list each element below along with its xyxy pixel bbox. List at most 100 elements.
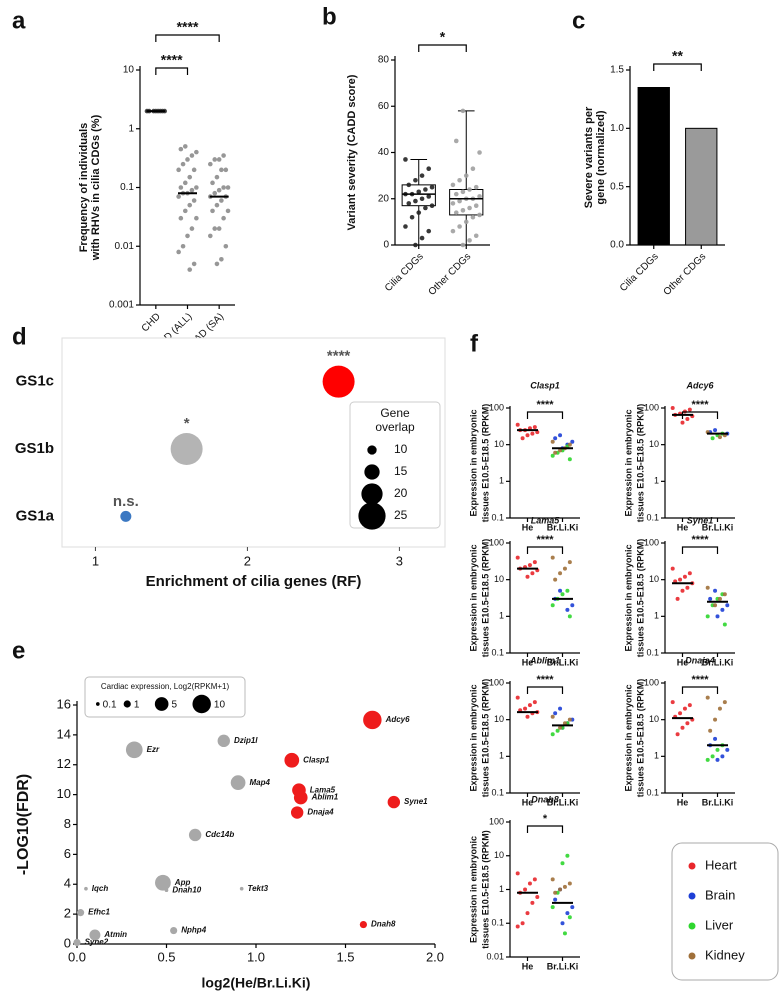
y-tick-label: 0.1 <box>120 182 134 193</box>
legend-title: overlap <box>375 420 415 434</box>
significance-label: * <box>184 415 190 432</box>
data-point <box>182 144 188 149</box>
y-tick-label: 20 <box>378 193 390 204</box>
y-tick-label: 1 <box>654 751 659 761</box>
data-point <box>515 422 520 427</box>
data-point <box>722 700 727 705</box>
data-point <box>532 425 537 430</box>
legend-label: 25 <box>394 508 408 522</box>
data-point <box>426 166 432 171</box>
data-point <box>470 166 476 171</box>
point-label: Dnah10 <box>172 885 201 894</box>
data-point <box>363 710 382 730</box>
data-point <box>473 233 479 239</box>
data-point <box>219 256 224 262</box>
legend-label: 5 <box>171 700 177 711</box>
data-point <box>550 453 555 458</box>
data-point <box>717 706 722 711</box>
y-tick-label: 100 <box>644 537 659 547</box>
data-point <box>216 157 222 162</box>
y-tick-label: 1 <box>499 476 504 486</box>
data-point <box>565 853 570 858</box>
data-point <box>210 208 215 214</box>
data-point <box>523 887 528 892</box>
data-point <box>680 725 685 730</box>
y-tick-label: 1 <box>654 476 659 486</box>
y-tick-label: GS1a <box>16 507 55 524</box>
y-tick-label: 10 <box>649 714 659 724</box>
x-tick-label: He <box>677 797 689 807</box>
legend-label: 20 <box>394 486 408 500</box>
data-point <box>403 157 408 162</box>
y-tick-label: 100 <box>489 677 504 687</box>
y-tick-label: 100 <box>489 402 504 412</box>
y-tick-label: 1 <box>499 884 504 894</box>
data-point <box>210 180 215 186</box>
data-point <box>460 242 466 248</box>
y-tick-label: 6 <box>64 846 71 861</box>
panel-title: Ablim1 <box>529 655 560 665</box>
data-point <box>525 574 530 579</box>
data-point <box>406 182 412 188</box>
data-point <box>530 431 535 436</box>
y-tick-label: 0.1 <box>491 918 504 928</box>
significance-bracket <box>155 34 220 42</box>
data-point <box>558 725 563 730</box>
legend-label: Brain <box>705 887 735 902</box>
data-point <box>180 161 186 167</box>
data-point <box>555 728 560 733</box>
y-tick-label: 10 <box>57 786 71 801</box>
data-point <box>453 210 459 215</box>
data-point <box>532 560 537 565</box>
data-point <box>687 571 692 576</box>
significance-bracket <box>155 67 189 75</box>
data-point <box>670 406 675 410</box>
legend-label: 10 <box>214 700 226 711</box>
y-tick-label: 10 <box>494 850 504 860</box>
x-tick-label: He <box>677 522 689 532</box>
data-point <box>429 184 435 190</box>
bubble <box>322 365 355 398</box>
data-point <box>185 233 190 239</box>
data-point <box>715 614 720 619</box>
panel-title: Adcy6 <box>685 380 714 390</box>
data-point <box>715 757 720 762</box>
y-tick-label: 1.0 <box>610 123 624 134</box>
point-label: Adcy6 <box>385 715 411 724</box>
data-point <box>189 226 195 231</box>
point-label: Dzip1l <box>234 736 258 745</box>
x-tick-label: Br.Li.Ki <box>547 797 579 807</box>
significance-bracket <box>526 686 564 694</box>
data-point <box>187 202 193 208</box>
x-tick-label: 0.0 <box>68 949 86 964</box>
legend-bubble <box>361 483 383 505</box>
y-axis-label: Expression in embryonic <box>623 544 633 651</box>
data-point <box>457 198 462 204</box>
data-point <box>470 214 476 220</box>
y-tick-label: 10 <box>494 714 504 724</box>
data-point <box>550 714 555 719</box>
data-point <box>715 747 720 752</box>
significance-bracket <box>526 825 564 833</box>
data-point <box>515 555 520 560</box>
data-point <box>553 897 558 902</box>
point-label: Efhc1 <box>88 908 110 917</box>
data-point <box>553 577 558 582</box>
y-axis-label: tissues E10.5-E18.5 (RPKM) <box>480 539 490 658</box>
x-tick-label: Other CDGs <box>662 251 709 298</box>
significance-label: **** <box>327 348 351 365</box>
data-point <box>515 695 520 700</box>
y-axis-label: Variant severity (CADD score) <box>346 74 358 230</box>
y-tick-label: 4 <box>64 876 71 891</box>
data-point <box>463 219 469 225</box>
x-axis-label: log2(He/Br.Li.Ki) <box>202 975 311 991</box>
point-label: Map4 <box>249 778 270 787</box>
data-point <box>450 182 456 188</box>
data-point <box>722 592 727 597</box>
y-tick-label: 0.1 <box>491 512 504 522</box>
y-tick-label: 14 <box>57 726 71 741</box>
data-point <box>527 563 532 568</box>
data-point <box>214 261 220 267</box>
data-point <box>670 566 675 571</box>
significance-label: **** <box>177 19 199 35</box>
